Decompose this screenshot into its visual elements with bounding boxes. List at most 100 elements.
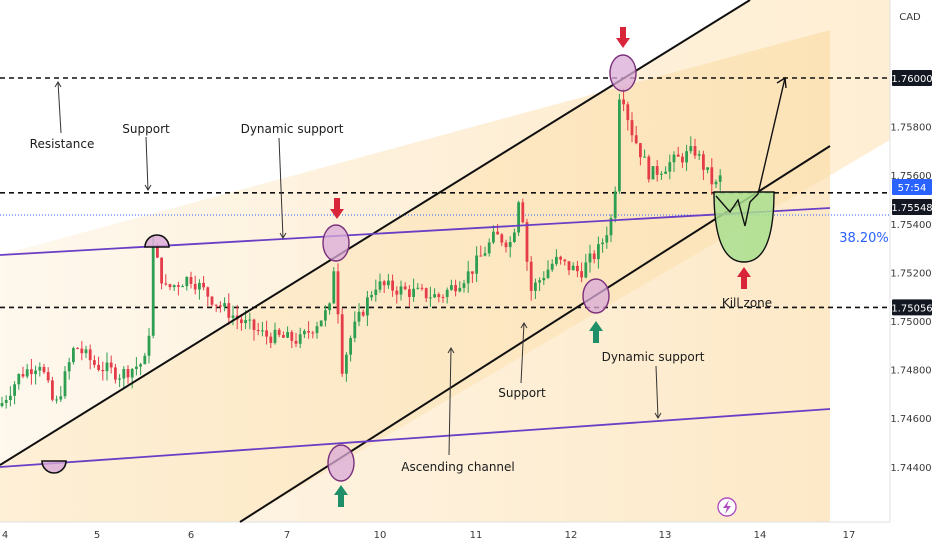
price-axis[interactable]: CAD 1.74400 1.74600 1.74800 1.75000 1.75200 1… — [890, 12, 932, 474]
candle-body — [403, 286, 407, 290]
candle-body — [151, 245, 155, 336]
candle-body — [361, 311, 365, 316]
candle-body — [424, 288, 428, 299]
candle-body — [219, 305, 222, 307]
candle-body — [471, 271, 474, 274]
candle-body — [265, 330, 268, 337]
candle-body — [42, 366, 46, 373]
time-tick-label: 17 — [843, 530, 856, 541]
kill-zone-shape[interactable] — [713, 191, 775, 263]
candle-body — [84, 349, 88, 354]
candle-body — [483, 253, 487, 256]
candle-body — [17, 374, 21, 385]
price-tick-label: 1.75400 — [890, 220, 931, 231]
candle-body — [710, 167, 714, 185]
candle-body — [437, 294, 441, 298]
candle-body — [210, 296, 214, 305]
candle-body — [601, 242, 604, 245]
dynamic-support-line-lower[interactable] — [0, 408, 831, 468]
candle-body — [80, 348, 84, 354]
candle-body — [576, 265, 579, 272]
candle-body — [311, 332, 315, 334]
candle-body — [664, 171, 667, 174]
candle-body — [118, 378, 121, 380]
candle-body — [567, 261, 571, 271]
candle-body — [277, 329, 281, 335]
candle-body — [51, 380, 54, 400]
candle-body — [46, 372, 50, 381]
candle-body — [240, 319, 243, 324]
candlestick-series[interactable] — [0, 88, 722, 409]
lightning-icon[interactable] — [717, 497, 737, 517]
candle-body — [668, 162, 672, 172]
touch-marker — [322, 224, 350, 262]
candle-body — [185, 277, 189, 287]
candle-body — [244, 320, 247, 324]
time-tick-label: 5 — [94, 530, 100, 541]
candle-body — [193, 283, 197, 290]
candle-body — [290, 332, 294, 341]
candle-body — [487, 242, 491, 254]
candle-body — [139, 364, 142, 367]
candle-body — [130, 368, 134, 378]
touch-marker-half — [41, 460, 67, 474]
label-resistance: Resistance — [30, 137, 95, 151]
candle-body — [231, 315, 235, 318]
candle-body — [0, 403, 4, 407]
candle-body — [391, 280, 394, 291]
candle-body — [340, 314, 344, 374]
dynamic-support-line-upper[interactable] — [0, 207, 831, 256]
candle-body — [563, 259, 567, 262]
candle-body — [76, 348, 79, 350]
candle-body — [298, 334, 302, 344]
candle-body — [328, 303, 331, 311]
candle-body — [349, 338, 352, 355]
time-tick-label: 10 — [374, 530, 387, 541]
label-dynamic-support-lower: Dynamic support — [602, 350, 705, 364]
candle-body — [177, 285, 180, 287]
candle-body — [97, 364, 100, 370]
candle-body — [25, 369, 29, 377]
candle-body — [336, 271, 340, 315]
label-pointers — [54, 81, 662, 456]
candle-body — [450, 285, 453, 290]
candle-body — [718, 175, 722, 182]
candle-body — [172, 285, 176, 288]
candle-body — [315, 326, 319, 334]
candle-body — [412, 288, 415, 297]
candle-body — [639, 143, 642, 158]
candle-body — [101, 369, 105, 372]
candle-body — [559, 256, 562, 260]
candle-body — [256, 330, 260, 332]
candle-body — [319, 320, 323, 327]
time-axis[interactable]: 4 5 6 7 10 11 12 13 14 17 — [2, 530, 856, 541]
candle-body — [143, 355, 147, 365]
label-kill-zone: Kill zone — [722, 296, 772, 310]
candle-body — [105, 362, 109, 372]
price-tag-label: 1.75056 — [891, 303, 932, 314]
candle-body — [67, 362, 71, 372]
candle-body — [555, 256, 558, 264]
candle-body — [508, 241, 512, 248]
candle-body — [416, 287, 420, 289]
candle-body — [462, 283, 466, 288]
candle-body — [252, 319, 256, 331]
candle-body — [286, 332, 289, 338]
candle-body — [630, 120, 634, 136]
price-tick-label: 1.74400 — [890, 463, 931, 474]
label-support-lower: Support — [498, 386, 546, 400]
candle-body — [681, 156, 684, 163]
candle-body — [38, 366, 42, 371]
candle-body — [395, 290, 399, 295]
candle-body — [655, 166, 659, 175]
candle-body — [454, 285, 457, 292]
candle-body — [500, 234, 504, 243]
candle-body — [466, 271, 470, 284]
candle-body — [580, 271, 583, 278]
label-dynamic-support-upper: Dynamic support — [241, 122, 344, 136]
price-tag: 1.75548 — [891, 199, 932, 215]
candle-body — [382, 281, 386, 286]
candle-body — [72, 348, 75, 363]
candle-body — [433, 294, 436, 298]
